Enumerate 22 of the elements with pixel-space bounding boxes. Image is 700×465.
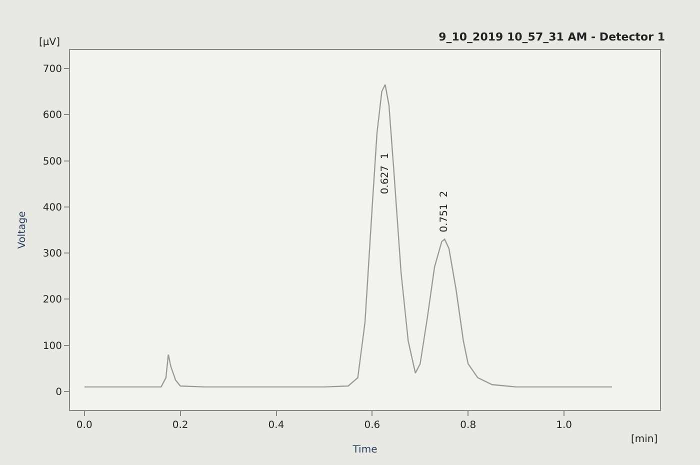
annotation: 0.751 2: [439, 190, 450, 232]
line-series: [84, 84, 613, 388]
chart-title: 9_10_2019 10_57_31 AM - Detector 1: [438, 30, 665, 44]
y-tick-label: 0: [56, 387, 62, 398]
x-tick-label: 0.0: [76, 420, 92, 431]
y-tick-label: 500: [42, 156, 62, 168]
x-tick-label: 0.2: [172, 420, 188, 431]
x-tick-label: 0.4: [268, 420, 284, 431]
text: [μV]: [39, 37, 60, 48]
y-tick-label: 700: [42, 64, 62, 75]
y-tick-label: 200: [42, 294, 62, 306]
y-axis-title: Voltage: [16, 211, 28, 249]
y-tick-label: 600: [42, 110, 62, 122]
y-tick-label: 400: [42, 202, 62, 214]
y-tick-label: 300: [42, 248, 62, 260]
x-axis-title: Time: [352, 444, 378, 456]
annotation: 0.627 1: [380, 152, 392, 194]
text: [min]: [631, 434, 658, 445]
x-tick-label: 0.6: [364, 420, 380, 431]
x-tick-label: 1.0: [556, 420, 572, 431]
y-tick-label: 100: [42, 340, 62, 352]
x-tick-label: 0.8: [460, 420, 476, 431]
